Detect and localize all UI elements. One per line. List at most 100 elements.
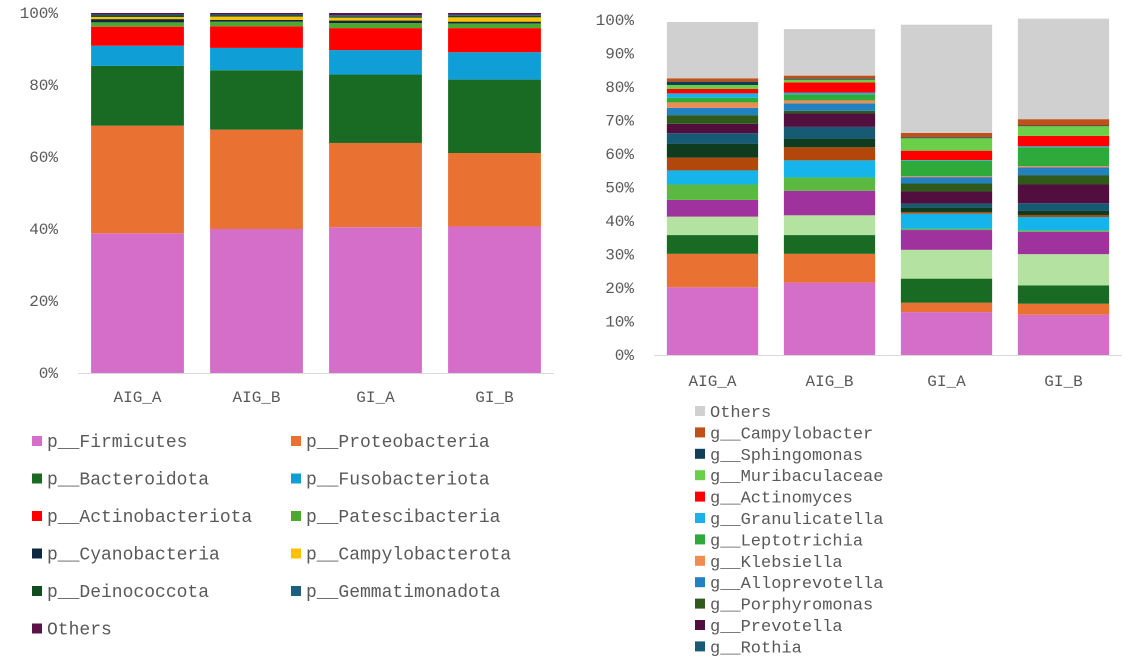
bar-segment xyxy=(91,22,184,27)
legend-swatch xyxy=(695,406,705,416)
legend-label: Others xyxy=(47,621,112,641)
y-tick-label: 80% xyxy=(29,77,58,95)
bar-segment xyxy=(900,302,993,313)
bar-segment xyxy=(666,81,759,85)
bar-segment xyxy=(900,203,993,208)
legend-swatch xyxy=(291,586,301,596)
legend-label: g__Campylobacter xyxy=(710,425,873,444)
legend-swatch xyxy=(291,473,301,484)
bar-segment xyxy=(1017,303,1110,315)
y-tick-label: 50% xyxy=(605,180,634,198)
legend-label: g__Rothia xyxy=(710,639,802,658)
bar-segment xyxy=(210,16,303,20)
x-tick-label: AIG_A xyxy=(113,389,161,407)
bar-segment xyxy=(1017,147,1110,167)
bar-segment xyxy=(329,142,422,228)
bar-segment xyxy=(210,13,303,15)
bar-segment xyxy=(783,78,876,80)
bar-segment xyxy=(783,110,876,114)
bar-segment xyxy=(448,28,541,53)
legend-label: g__Prevotella xyxy=(710,618,843,637)
legend-label: g__Muribaculaceae xyxy=(710,468,883,487)
bar-segment xyxy=(900,183,993,192)
legend-swatch xyxy=(695,470,705,481)
bar-segment xyxy=(783,177,876,191)
legend-label: g__Leptotrichia xyxy=(710,532,863,551)
y-tick-label: 90% xyxy=(605,46,634,64)
bar-segment xyxy=(783,147,876,161)
bar-segment xyxy=(783,138,876,148)
legend-label: Others xyxy=(710,404,771,423)
y-tick-label: 70% xyxy=(605,113,634,131)
legend-label: g__Porphyromonas xyxy=(710,597,873,616)
y-tick-label: 10% xyxy=(605,314,634,332)
bar-segment xyxy=(666,78,759,82)
bar-segment xyxy=(900,312,993,355)
y-tick-label: 20% xyxy=(605,280,634,298)
bar-segment xyxy=(666,93,759,98)
bar-segment xyxy=(91,15,184,17)
bar-segment xyxy=(1017,135,1110,147)
bar-segment xyxy=(329,16,422,18)
bar-segment xyxy=(210,15,303,17)
bar-segment xyxy=(666,107,759,116)
legend-label: g__Granulicatella xyxy=(710,511,883,530)
bar-segment xyxy=(666,84,759,90)
legend-swatch xyxy=(695,577,705,588)
bar-segment xyxy=(783,94,876,101)
legend-label: g__Sphingomonas xyxy=(710,447,863,466)
y-tick-label: 100% xyxy=(20,5,59,23)
legend-swatch xyxy=(695,555,705,566)
legend-label: g__Actinomyces xyxy=(710,490,853,509)
bar-segment xyxy=(783,79,876,83)
bar-segment xyxy=(783,103,876,111)
bar-segment xyxy=(329,74,422,143)
bar-segment xyxy=(666,97,759,103)
bar-segment xyxy=(91,65,184,126)
bar-segment xyxy=(783,126,876,139)
bar-segment xyxy=(210,229,303,373)
bar-segment xyxy=(783,92,876,95)
bar-segment xyxy=(900,132,993,138)
x-tick-label: AIG_A xyxy=(688,373,736,391)
bar-segment xyxy=(91,26,184,46)
bar-segment xyxy=(783,235,876,254)
legend-label: p__Bacteroidota xyxy=(47,471,209,491)
bar-segment xyxy=(1017,166,1110,168)
bar-segment xyxy=(900,160,993,161)
bar-segment xyxy=(91,125,184,234)
bar-segment xyxy=(666,184,759,200)
bar-segment xyxy=(666,287,759,355)
bar-segment xyxy=(448,23,541,29)
bar-segment xyxy=(783,29,876,76)
bar-segment xyxy=(329,15,422,17)
legend-swatch xyxy=(695,491,705,502)
bar-segment xyxy=(210,47,303,71)
bar-segment xyxy=(329,50,422,75)
bar-segment xyxy=(91,233,184,373)
bar-segment xyxy=(329,20,422,24)
bar-segment xyxy=(1017,230,1110,232)
bar-segment xyxy=(900,177,993,184)
bar-segment xyxy=(783,100,876,104)
bar-segment xyxy=(666,22,759,79)
x-tick-label: GI_B xyxy=(475,389,513,407)
bar-segment xyxy=(210,26,303,48)
bar-segment xyxy=(329,13,422,16)
bar-segment xyxy=(900,138,993,151)
legend-label: p__Proteobacteria xyxy=(306,433,490,453)
x-tick-label: GI_B xyxy=(1044,373,1082,391)
bar-segment xyxy=(900,24,993,133)
bar-segment xyxy=(329,28,422,51)
bar-segment xyxy=(1017,231,1110,255)
legend-swatch xyxy=(291,511,301,521)
bar-segment xyxy=(783,282,876,355)
bar-segment xyxy=(210,70,303,130)
bar-segment xyxy=(900,230,993,250)
legend-label: p__Firmicutes xyxy=(47,433,187,453)
bar-segment xyxy=(783,75,876,79)
legend-swatch xyxy=(695,513,705,523)
bar-segment xyxy=(666,143,759,158)
bar-segment xyxy=(666,235,759,254)
legend-swatch xyxy=(32,548,42,559)
